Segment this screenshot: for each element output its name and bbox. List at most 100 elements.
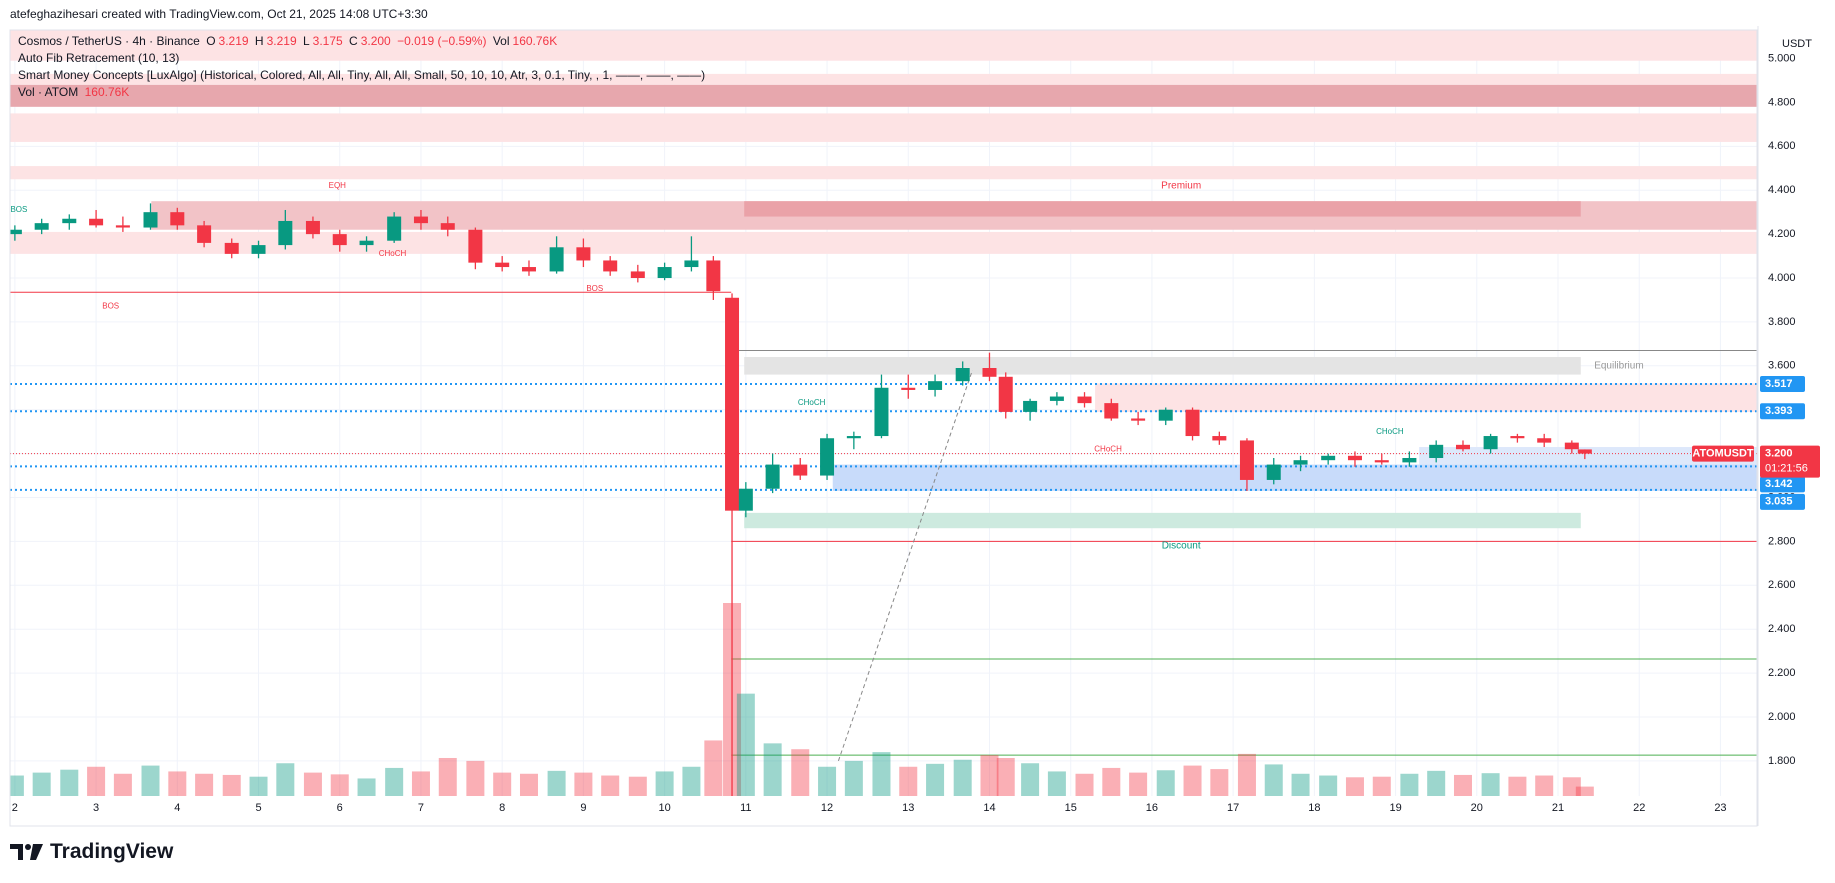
- candle-body: [684, 260, 699, 268]
- x-tick-label: 13: [902, 802, 914, 814]
- volume-bar: [628, 776, 647, 796]
- zone: [10, 84, 1757, 107]
- candle-body: [1402, 457, 1417, 463]
- legend-smc[interactable]: Smart Money Concepts [LuxAlgo] (Historic…: [18, 68, 706, 82]
- annotation: CHoCH: [1376, 427, 1404, 436]
- volume-bar: [980, 755, 999, 796]
- volume-bar: [87, 766, 106, 796]
- volume-bar: [899, 766, 918, 796]
- volume-bar: [1427, 770, 1446, 796]
- candle-body: [359, 240, 374, 246]
- volume-bar: [1319, 775, 1338, 796]
- legend-o-key: O: [206, 34, 216, 48]
- annotation: BOS: [102, 302, 119, 311]
- last-price-label: 3.200: [1765, 448, 1793, 460]
- legend-c: 3.200: [360, 34, 391, 48]
- price-label-box: [1760, 403, 1805, 420]
- volume-bar: [844, 760, 863, 796]
- zone: [10, 113, 1757, 142]
- volume-bar: [303, 772, 322, 796]
- legend-symbol: Cosmos / TetherUS · 4h · Binance: [18, 34, 200, 48]
- x-tick-label: 16: [1146, 802, 1158, 814]
- zone: [10, 166, 1757, 180]
- candle-body: [874, 387, 889, 437]
- candle-body: [10, 229, 22, 235]
- candle-body: [1564, 442, 1579, 450]
- x-tick-label: 3: [93, 802, 99, 814]
- volume-bar: [953, 759, 972, 796]
- volume-bar: [195, 773, 214, 796]
- volume-bar: [1400, 773, 1419, 796]
- volume-bar: [519, 773, 538, 796]
- legend-o: 3.219: [218, 34, 249, 48]
- volume-bar: [10, 775, 24, 796]
- legend-vol-value: 160.76K: [84, 85, 130, 99]
- candle-body: [1577, 449, 1592, 454]
- volume-bar: [1129, 772, 1148, 796]
- x-tick-label: 15: [1065, 802, 1077, 814]
- annotation: CHoCH: [1094, 444, 1122, 453]
- price-label: 3.142: [1765, 478, 1793, 490]
- x-tick-label: 21: [1552, 802, 1564, 814]
- volume-bar: [547, 770, 566, 796]
- candle-body: [251, 245, 266, 254]
- candle-body: [170, 212, 185, 226]
- legend-l-key: L: [302, 34, 310, 48]
- level-line: [837, 370, 973, 762]
- annotation: CHoCH: [379, 249, 407, 258]
- volume-bar: [1535, 775, 1554, 796]
- volume-bar: [763, 743, 782, 796]
- candle-body: [846, 436, 861, 439]
- logo[interactable]: TradingView: [10, 840, 173, 864]
- x-tick-label: 4: [174, 802, 180, 814]
- volume-bar: [276, 763, 295, 796]
- y-tick-label: 2.600: [1768, 579, 1796, 591]
- candle-body: [725, 297, 740, 511]
- y-tick-label: 4.800: [1768, 96, 1796, 108]
- candle-body: [1104, 403, 1119, 419]
- candle-body: [1293, 460, 1308, 465]
- volume-bar: [1291, 773, 1310, 796]
- candle-body: [576, 247, 591, 261]
- candle-body: [62, 218, 77, 224]
- candle-body: [1077, 396, 1092, 404]
- volume-bar: [249, 776, 268, 796]
- x-tick-label: 9: [580, 802, 586, 814]
- annotation: CHoCH: [798, 398, 826, 407]
- zone: [744, 201, 1581, 217]
- volume-bar: [1021, 763, 1040, 796]
- candle-body: [1455, 444, 1470, 450]
- legend-vol-key: Vol: [492, 34, 510, 48]
- header: atefeghazihesari created with TradingVie…: [10, 7, 428, 21]
- annotation: Premium: [1161, 180, 1201, 191]
- last-price-box: [1760, 445, 1820, 478]
- volume-bar: [1075, 773, 1094, 796]
- price-label: 3.393: [1765, 405, 1793, 417]
- volume-bar: [1508, 776, 1527, 796]
- legend-vol-line[interactable]: Vol · ATOM 160.76K: [18, 85, 132, 99]
- legend-fib[interactable]: Auto Fib Retracement (10, 13): [18, 51, 180, 65]
- annotation: Equilibrium: [1594, 360, 1643, 371]
- volume-bar: [926, 763, 945, 796]
- volume-bar: [1156, 770, 1175, 796]
- x-tick-label: 7: [418, 802, 424, 814]
- logo-icon: [10, 844, 43, 860]
- volume-bar: [1372, 776, 1391, 796]
- volume-bar: [872, 752, 891, 796]
- x-tick-label: 17: [1227, 802, 1239, 814]
- candle-body: [793, 464, 808, 476]
- zone: [10, 30, 1757, 61]
- volume-bar: [1562, 777, 1581, 796]
- candle-body: [1131, 418, 1146, 421]
- zone: [10, 73, 1757, 85]
- x-tick-label: 2: [12, 802, 18, 814]
- volume-bar: [330, 774, 349, 796]
- x-tick-label: 11: [740, 802, 751, 814]
- candle-body: [928, 381, 943, 390]
- volume-bar: [818, 766, 837, 796]
- x-tick-label: 5: [255, 802, 261, 814]
- volume-bar: [466, 760, 485, 796]
- price-label-box: [1760, 493, 1805, 510]
- x-tick-label: 20: [1471, 802, 1483, 814]
- y-tick-label: 2.200: [1768, 667, 1796, 679]
